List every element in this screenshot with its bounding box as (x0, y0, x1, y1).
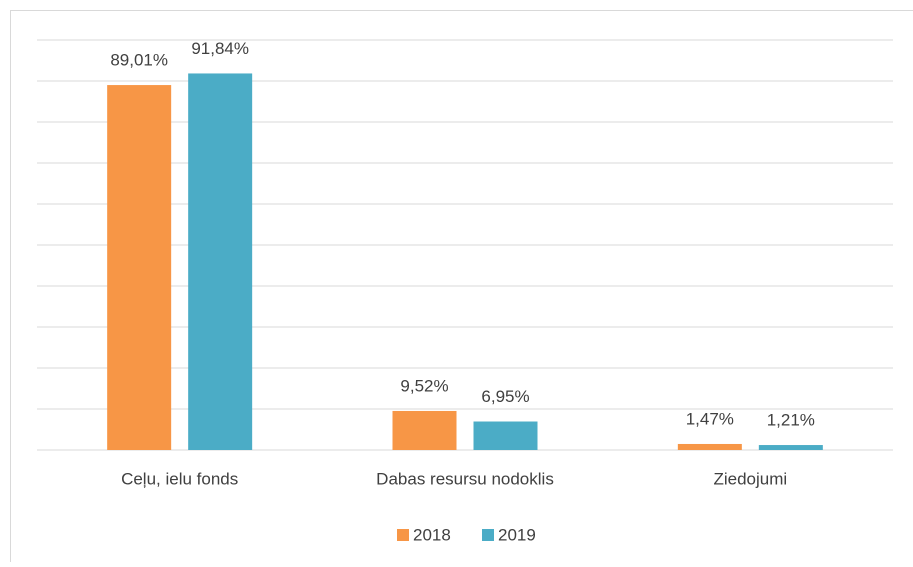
data-label: 91,84% (191, 39, 249, 58)
bar (474, 422, 538, 450)
data-label: 1,21% (767, 411, 815, 430)
bar (107, 85, 171, 450)
data-label: 6,95% (481, 387, 529, 406)
x-tick-label: Ceļu, ielu fonds (121, 469, 238, 488)
legend-label: 2018 (413, 525, 451, 544)
data-label: 89,01% (110, 51, 168, 70)
data-label: 9,52% (400, 376, 448, 395)
legend-swatch (397, 529, 409, 541)
x-tick-label: Ziedojumi (713, 469, 787, 488)
bar (678, 444, 742, 450)
legend-swatch (482, 529, 494, 541)
bar (759, 445, 823, 450)
bar (188, 73, 252, 450)
x-tick-label: Dabas resursu nodoklis (376, 469, 554, 488)
data-label: 1,47% (686, 409, 734, 428)
legend-label: 2019 (498, 525, 536, 544)
bar (393, 411, 457, 450)
